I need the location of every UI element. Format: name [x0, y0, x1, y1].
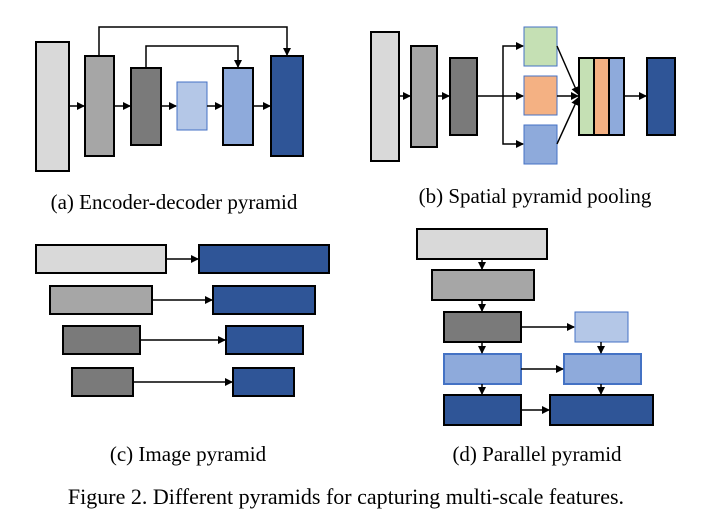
d-input-block: [416, 228, 548, 260]
c-input-scale-1: [35, 244, 167, 274]
panel-b-label: (b) Spatial pyramid pooling: [419, 184, 652, 208]
b-output-block: [646, 57, 676, 136]
a-skip-connection-inner: [145, 45, 242, 68]
panel-c-label: (c) Image pyramid: [110, 442, 267, 466]
b-merge-arrow: [556, 97, 579, 145]
b-branch-arrow-top: [477, 42, 524, 97]
a-skip-connection-outer: [98, 26, 291, 56]
panel-a-label: (a) Encoder-decoder pyramid: [51, 190, 298, 214]
panel-c-image-pyramid: (c) Image pyramid: [35, 244, 330, 466]
a-input-block: [35, 41, 70, 172]
b-concat-green: [578, 57, 595, 136]
b-pool-blue: [523, 124, 558, 165]
d-branch-block-1: [574, 311, 629, 343]
d-block-2: [431, 269, 535, 301]
c-output-scale-4: [232, 367, 295, 397]
a-encoder-block-2: [130, 67, 162, 146]
b-branch-arrow-bottom: [502, 96, 524, 148]
a-decoder-block-1: [222, 67, 254, 146]
a-bottleneck-block: [176, 81, 208, 131]
d-block-4: [443, 353, 522, 385]
panel-d-label: (d) Parallel pyramid: [452, 442, 622, 466]
b-concat-orange: [593, 57, 610, 136]
d-branch-block-3: [549, 394, 654, 426]
b-pool-green: [523, 26, 558, 67]
figure-caption: Figure 2. Different pyramids for capturi…: [68, 484, 624, 509]
d-block-5: [443, 394, 522, 426]
d-branch-block-2: [563, 353, 642, 385]
b-input-block: [370, 31, 400, 162]
b-concat-blue: [608, 57, 625, 136]
c-input-scale-3: [62, 325, 141, 355]
a-decoder-block-2: [270, 55, 304, 157]
b-feature-block-2: [449, 57, 478, 136]
c-input-scale-2: [49, 285, 153, 315]
a-encoder-block-1: [84, 55, 115, 157]
panel-b-spatial-pyramid-pooling: (b) Spatial pyramid pooling: [370, 26, 676, 208]
panel-d-parallel-pyramid: (d) Parallel pyramid: [416, 228, 654, 466]
d-block-3: [443, 311, 522, 343]
b-merge-arrow: [556, 45, 579, 95]
c-output-scale-1: [198, 244, 330, 274]
panel-a-encoder-decoder: (a) Encoder-decoder pyramid: [35, 26, 304, 214]
c-output-scale-2: [212, 285, 316, 315]
c-input-scale-4: [71, 367, 134, 397]
c-output-scale-3: [225, 325, 304, 355]
b-feature-block-1: [410, 45, 438, 148]
b-pool-orange: [523, 75, 558, 116]
